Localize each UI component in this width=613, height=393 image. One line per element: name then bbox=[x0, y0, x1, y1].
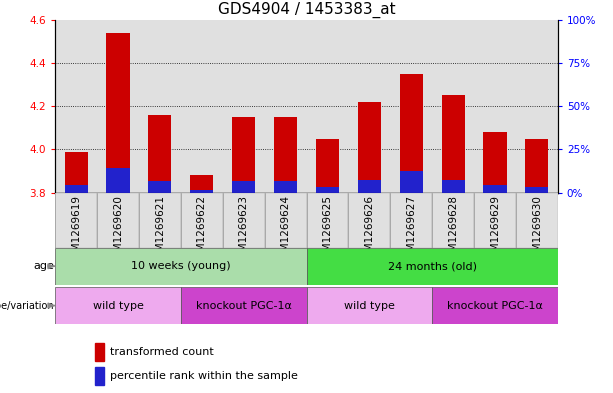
Text: GSM1269619: GSM1269619 bbox=[71, 195, 81, 265]
Bar bbox=[400, 74, 423, 193]
Bar bbox=[306, 193, 348, 248]
Bar bbox=[55, 248, 306, 285]
Text: GSM1269630: GSM1269630 bbox=[532, 195, 542, 265]
Bar bbox=[265, 193, 306, 248]
Text: knockout PGC-1α: knockout PGC-1α bbox=[447, 301, 543, 310]
Bar bbox=[190, 191, 213, 193]
Bar bbox=[96, 343, 104, 361]
Bar bbox=[484, 132, 506, 193]
Text: GSM1269621: GSM1269621 bbox=[155, 195, 165, 265]
Text: 10 weeks (young): 10 weeks (young) bbox=[131, 261, 230, 271]
Text: GSM1269626: GSM1269626 bbox=[364, 195, 375, 265]
Bar bbox=[516, 193, 558, 248]
Bar bbox=[232, 117, 255, 193]
Text: GSM1269629: GSM1269629 bbox=[490, 195, 500, 265]
Text: age: age bbox=[34, 261, 55, 271]
Bar bbox=[107, 168, 129, 193]
Text: GSM1269624: GSM1269624 bbox=[281, 195, 291, 265]
Bar bbox=[107, 33, 129, 193]
Bar bbox=[474, 193, 516, 248]
Text: GSM1269628: GSM1269628 bbox=[448, 195, 458, 265]
Bar bbox=[316, 187, 339, 193]
Text: genotype/variation: genotype/variation bbox=[0, 301, 55, 310]
Bar bbox=[97, 193, 139, 248]
Text: wild type: wild type bbox=[93, 301, 143, 310]
Bar bbox=[190, 175, 213, 193]
Bar bbox=[432, 193, 474, 248]
Bar bbox=[181, 193, 223, 248]
Bar bbox=[64, 152, 88, 193]
Bar bbox=[232, 181, 255, 193]
Bar bbox=[390, 193, 432, 248]
Bar bbox=[525, 187, 549, 193]
Text: transformed count: transformed count bbox=[110, 347, 214, 357]
Bar bbox=[181, 287, 306, 324]
Bar bbox=[223, 193, 265, 248]
Title: GDS4904 / 1453383_at: GDS4904 / 1453383_at bbox=[218, 2, 395, 18]
Text: GSM1269620: GSM1269620 bbox=[113, 195, 123, 265]
Bar bbox=[484, 185, 506, 193]
Bar bbox=[316, 139, 339, 193]
Bar bbox=[148, 181, 172, 193]
Bar bbox=[358, 102, 381, 193]
Text: 24 months (old): 24 months (old) bbox=[387, 261, 477, 271]
Text: GSM1269627: GSM1269627 bbox=[406, 195, 416, 265]
Bar bbox=[525, 139, 549, 193]
Bar bbox=[348, 193, 390, 248]
Bar bbox=[148, 115, 172, 193]
Bar bbox=[358, 180, 381, 193]
Bar bbox=[96, 367, 104, 385]
Bar bbox=[432, 287, 558, 324]
Text: GSM1269625: GSM1269625 bbox=[322, 195, 332, 265]
Bar bbox=[306, 287, 432, 324]
Bar bbox=[306, 248, 558, 285]
Bar bbox=[274, 181, 297, 193]
Bar bbox=[441, 95, 465, 193]
Text: percentile rank within the sample: percentile rank within the sample bbox=[110, 371, 299, 381]
Text: wild type: wild type bbox=[344, 301, 395, 310]
Bar bbox=[55, 193, 97, 248]
Bar bbox=[400, 171, 423, 193]
Text: GSM1269622: GSM1269622 bbox=[197, 195, 207, 265]
Bar bbox=[64, 185, 88, 193]
Text: GSM1269623: GSM1269623 bbox=[238, 195, 249, 265]
Bar bbox=[55, 287, 181, 324]
Bar bbox=[441, 180, 465, 193]
Text: knockout PGC-1α: knockout PGC-1α bbox=[196, 301, 292, 310]
Bar bbox=[139, 193, 181, 248]
Bar bbox=[274, 117, 297, 193]
